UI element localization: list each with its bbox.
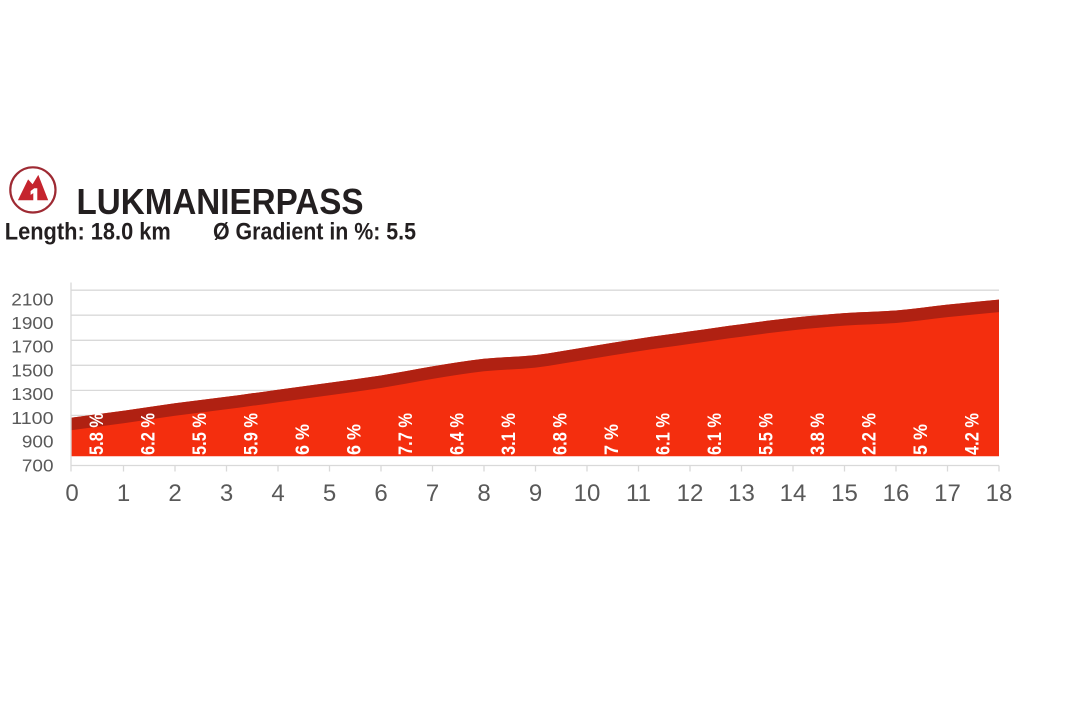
svg-text:7.7 %: 7.7 % xyxy=(396,413,417,455)
svg-text:5: 5 xyxy=(323,480,336,507)
svg-text:18: 18 xyxy=(986,480,1013,507)
svg-text:13: 13 xyxy=(728,480,755,507)
svg-text:6 %: 6 % xyxy=(293,424,314,455)
svg-text:5.8 %: 5.8 % xyxy=(87,413,108,455)
svg-text:11: 11 xyxy=(626,480,651,507)
svg-text:1: 1 xyxy=(117,480,130,507)
svg-text:6.2 %: 6.2 % xyxy=(138,413,159,455)
svg-text:1500: 1500 xyxy=(11,360,53,380)
svg-text:4.2 %: 4.2 % xyxy=(963,413,984,455)
svg-text:700: 700 xyxy=(22,455,54,475)
svg-text:6: 6 xyxy=(374,480,387,507)
svg-text:16: 16 xyxy=(883,480,910,507)
svg-text:Ø Gradient in %: 5.5: Ø Gradient in %: 5.5 xyxy=(213,219,416,246)
svg-text:14: 14 xyxy=(780,480,807,507)
svg-text:0: 0 xyxy=(65,480,78,507)
svg-text:10: 10 xyxy=(574,480,601,507)
svg-text:900: 900 xyxy=(22,432,54,452)
svg-text:3.1 %: 3.1 % xyxy=(499,413,520,455)
svg-text:5 %: 5 % xyxy=(911,424,932,455)
svg-text:6.1 %: 6.1 % xyxy=(705,413,726,455)
svg-text:2: 2 xyxy=(168,480,181,507)
svg-text:2.2 %: 2.2 % xyxy=(860,413,881,455)
svg-text:17: 17 xyxy=(934,480,961,507)
svg-text:1300: 1300 xyxy=(11,384,53,404)
svg-text:1900: 1900 xyxy=(11,313,53,333)
svg-text:5.5 %: 5.5 % xyxy=(190,413,211,455)
svg-text:2100: 2100 xyxy=(11,289,53,309)
svg-text:6.8 %: 6.8 % xyxy=(551,413,572,455)
svg-text:8: 8 xyxy=(477,480,490,507)
svg-text:12: 12 xyxy=(677,480,704,507)
svg-text:6 %: 6 % xyxy=(344,424,365,455)
svg-text:4: 4 xyxy=(271,480,284,507)
svg-text:6.4 %: 6.4 % xyxy=(447,413,468,455)
svg-text:3: 3 xyxy=(220,480,233,507)
svg-text:7: 7 xyxy=(426,480,439,507)
svg-text:5.9 %: 5.9 % xyxy=(241,413,262,455)
svg-text:6.1 %: 6.1 % xyxy=(654,413,675,455)
svg-text:Length: 18.0 km: Length: 18.0 km xyxy=(5,219,171,246)
svg-text:1700: 1700 xyxy=(11,337,53,357)
svg-text:9: 9 xyxy=(529,480,542,507)
svg-text:15: 15 xyxy=(831,480,858,507)
svg-text:7 %: 7 % xyxy=(602,424,623,455)
svg-text:3.8 %: 3.8 % xyxy=(808,413,829,455)
svg-text:LUKMANIERPASS: LUKMANIERPASS xyxy=(77,181,364,222)
svg-text:5.5 %: 5.5 % xyxy=(757,413,778,455)
svg-text:1100: 1100 xyxy=(11,408,53,428)
